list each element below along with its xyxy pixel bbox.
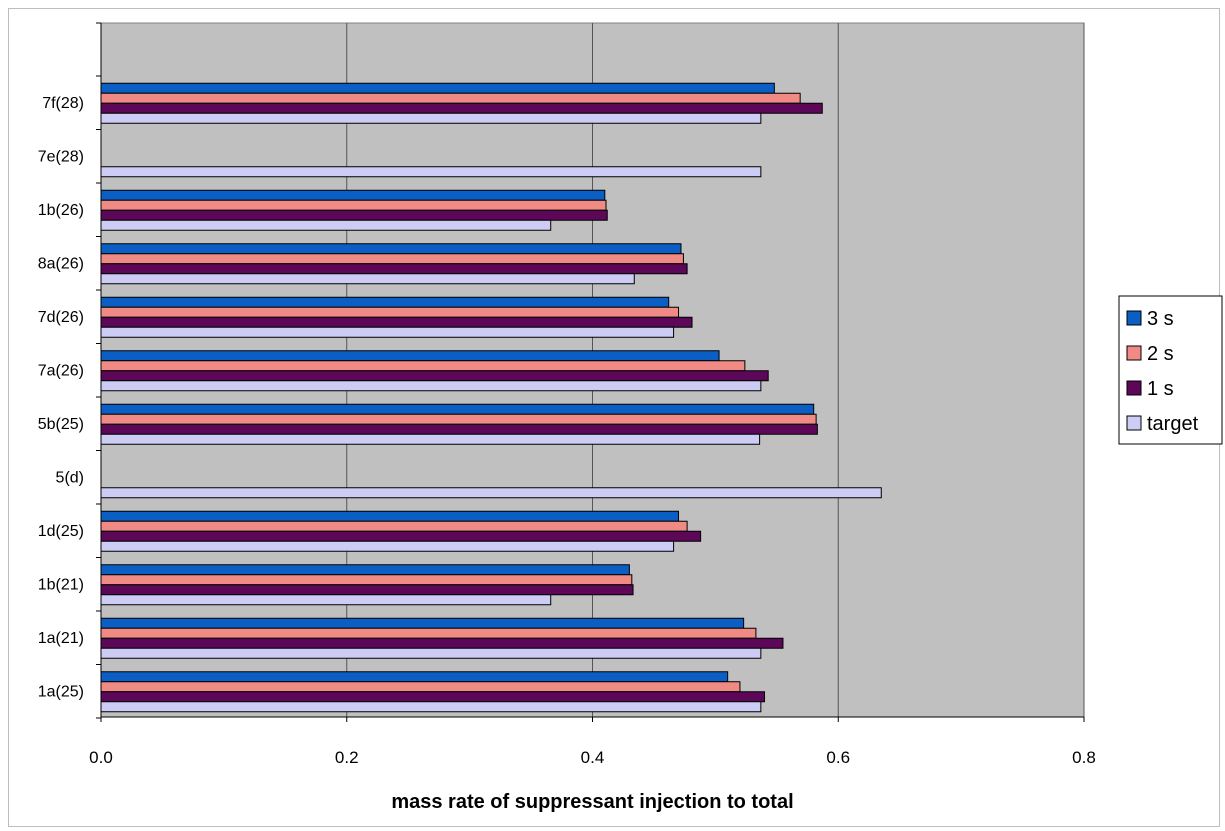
category-label: 7d(26): [38, 309, 84, 326]
bar: [100, 637, 784, 649]
bar: [100, 691, 766, 703]
x-tick-label: 0.4: [581, 748, 605, 767]
legend-label: 1 s: [1147, 378, 1174, 400]
legend-swatch: [1126, 310, 1142, 326]
bar: [100, 166, 762, 178]
bar: [100, 380, 762, 392]
bar: [100, 316, 693, 328]
bar: [100, 423, 818, 435]
category-label: 7a(26): [38, 362, 84, 379]
category-label: 1d(25): [38, 523, 84, 540]
category-label: 7e(28): [38, 148, 84, 165]
x-tick-label: 0.0: [89, 748, 113, 767]
bar: [100, 647, 762, 659]
legend-swatch: [1126, 415, 1142, 431]
legend-label: 2 s: [1147, 343, 1174, 365]
bar: [100, 189, 606, 201]
bar: [100, 102, 823, 114]
bar: [100, 520, 688, 532]
bar: [100, 681, 741, 693]
bar: [100, 219, 552, 231]
x-tick-label: 0.6: [826, 748, 850, 767]
x-tick-label: 0.2: [335, 748, 359, 767]
bar: [100, 360, 746, 372]
bar: [100, 253, 684, 265]
bar: [100, 263, 688, 275]
bar: [100, 243, 682, 255]
bar: [100, 296, 670, 308]
category-label: 1b(26): [38, 202, 84, 219]
bar: [100, 617, 745, 629]
category-label: 1a(21): [38, 630, 84, 647]
bar: [100, 82, 775, 94]
category-label: 5b(25): [38, 416, 84, 433]
category-label: 1b(21): [38, 576, 84, 593]
bar: [100, 530, 702, 542]
category-label: 1a(25): [38, 683, 84, 700]
legend-label: target: [1147, 413, 1199, 435]
bar: [100, 540, 675, 552]
bar: [100, 403, 815, 415]
legend-swatch: [1126, 345, 1142, 361]
bar: [100, 433, 761, 445]
category-label: 5(d): [56, 469, 84, 486]
bar: [100, 413, 817, 425]
bar: [100, 306, 680, 318]
bar: [100, 584, 634, 596]
bar: [100, 510, 680, 522]
bar: [100, 564, 630, 576]
legend-swatch: [1126, 380, 1142, 396]
bar: [100, 273, 635, 285]
bar: [100, 209, 608, 221]
x-tick-label: 0.8: [1072, 748, 1096, 767]
bar: [100, 487, 882, 499]
bar: [100, 627, 757, 639]
category-label: 7f(28): [42, 95, 84, 112]
bar: [100, 671, 729, 683]
bar: [100, 199, 607, 211]
bar: [100, 92, 801, 104]
bar: [100, 370, 769, 382]
bar: [100, 701, 762, 713]
legend-label: 3 s: [1147, 308, 1174, 330]
bar: [100, 594, 552, 606]
bar: [100, 350, 720, 362]
bar: [100, 112, 762, 124]
category-label: 8a(26): [38, 255, 84, 272]
bar: [100, 574, 633, 586]
x-axis-title: mass rate of suppressant injection to to…: [391, 791, 793, 813]
bar: [100, 326, 675, 338]
